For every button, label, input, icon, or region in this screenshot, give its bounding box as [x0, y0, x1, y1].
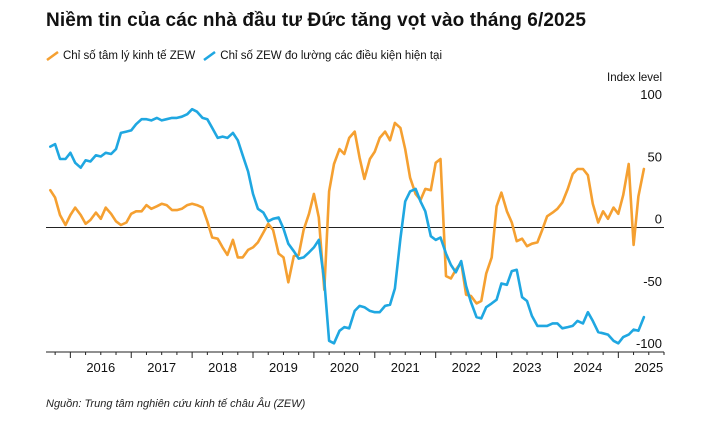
x-tick-label: 2018	[208, 360, 237, 375]
x-tick-label: 2023	[513, 360, 542, 375]
x-tick-label: 2021	[391, 360, 420, 375]
y-tick-label: 0	[655, 212, 662, 227]
x-tick-label: 2016	[86, 360, 115, 375]
legend: Chỉ số tâm lý kinh tế ZEW Chỉ số ZEW đo …	[46, 50, 450, 62]
legend-item-current-conditions: Chỉ số ZEW đo lường các điều kiện hiện t…	[203, 50, 442, 62]
x-tick-label: 2020	[330, 360, 359, 375]
legend-swatch-current-conditions	[203, 51, 217, 61]
legend-item-sentiment: Chỉ số tâm lý kinh tế ZEW	[46, 50, 195, 62]
series-line-sentiment	[49, 121, 646, 305]
legend-swatch-sentiment	[46, 51, 59, 61]
x-tick-label: 2025	[634, 360, 663, 375]
source-note: Nguồn: Trung tâm nghiên cứu kinh tế châu…	[46, 398, 306, 410]
series-lines	[49, 107, 646, 345]
y-tick-label: 50	[648, 149, 662, 164]
x-tick-label: 2022	[452, 360, 481, 375]
y-axis: Index level 100 50 0 -50 -100	[46, 72, 664, 351]
x-tick-label: 2019	[269, 360, 298, 375]
y-tick-label: -100	[636, 336, 662, 351]
legend-label-current-conditions: Chỉ số ZEW đo lường các điều kiện hiện t…	[220, 50, 443, 62]
legend-label-sentiment: Chỉ số tâm lý kinh tế ZEW	[63, 50, 196, 62]
legend-swatch-current-line	[203, 51, 217, 61]
series-line-current-conditions	[49, 107, 646, 345]
chart-title: Niềm tin của các nhà đầu tư Đức tăng vọt…	[46, 10, 587, 31]
legend-swatch-sentiment-line	[46, 51, 59, 61]
x-tick-label: 2017	[147, 360, 176, 375]
x-axis: 2016 2017 2018 2019 2020 2021 2022 2023 2024 2025	[46, 351, 665, 375]
x-tick-label: 2024	[573, 360, 602, 375]
y-axis-label: Index level	[607, 72, 662, 84]
y-tick-label: -50	[643, 274, 662, 289]
y-tick-label: 100	[640, 87, 662, 102]
